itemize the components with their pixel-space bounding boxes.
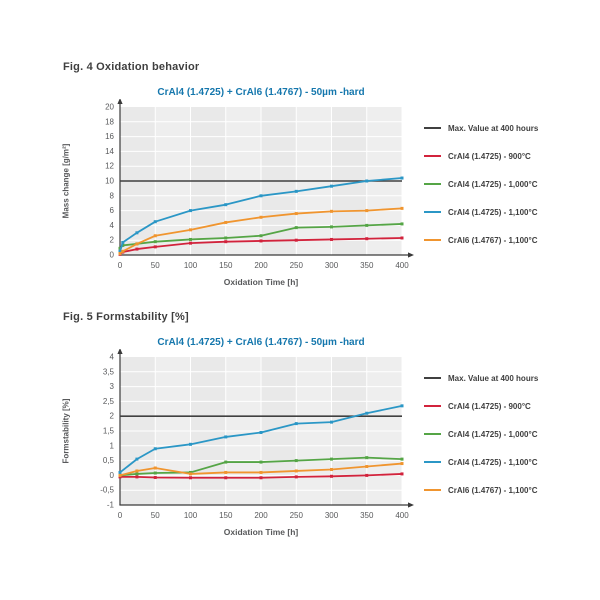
legend-line-swatch (424, 183, 441, 185)
legend-label: CrAl4 (1.4725) - 900°C (448, 401, 531, 411)
legend-line-swatch (424, 127, 441, 129)
fig5-line-chart: 43,532,521,510,50-0,5-10 50 100 150 200 250 30… (100, 349, 414, 520)
y-tick-label: 0 (110, 251, 115, 260)
y-tick-label: 12 (105, 162, 114, 171)
y-tick-label: 1,5 (103, 427, 115, 436)
y-tick-label: 0 (110, 471, 115, 480)
x-tick-label: 300 (325, 511, 339, 520)
legend-line-swatch (424, 461, 441, 463)
legend-line-swatch (424, 155, 441, 157)
y-tick-label: 14 (105, 147, 114, 156)
legend-label: CrAl4 (1.4725) - 1,100°C (448, 207, 538, 217)
y-tick-label: 10 (105, 177, 114, 186)
legend-label: CrAl4 (1.4725) - 1,000°C (448, 179, 538, 189)
legend-item: Max. Value at 400 hours (424, 114, 594, 142)
x-tick-label: 350 (360, 511, 374, 520)
y-tick-label: -0,5 (100, 486, 114, 495)
legend-line-swatch (424, 211, 441, 213)
x-tick-label: 100 (184, 261, 198, 270)
fig5-x-axis-label: Oxidation Time [h] (223, 527, 299, 537)
y-tick-label: 2 (110, 412, 115, 421)
x-tick-label: 300 (325, 261, 339, 270)
legend-item: CrAl4 (1.4725) - 900°C (424, 142, 594, 170)
legend-item: CrAl4 (1.4725) - 900°C (424, 392, 594, 420)
y-tick-label: 4 (110, 221, 115, 230)
fig5-chart-title: CrAl4 (1.4725) + CrAl6 (1.4767) - 50µm -… (157, 337, 365, 348)
legend-item: CrAl4 (1.4725) - 1,000°C (424, 420, 594, 448)
y-tick-label: 6 (110, 206, 115, 215)
x-tick-label: 50 (151, 511, 160, 520)
y-tick-label: -1 (107, 501, 115, 510)
y-tick-label: 4 (110, 353, 115, 362)
x-tick-label: 250 (290, 261, 304, 270)
legend-label: CrAl4 (1.4725) - 900°C (448, 151, 531, 161)
y-tick-label: 20 (105, 103, 114, 112)
x-tick-label: 100 (184, 511, 198, 520)
fig4-chart-title: CrAl4 (1.4725) + CrAl6 (1.4767) - 50µm -… (157, 87, 365, 98)
x-tick-label: 0 (118, 511, 123, 520)
fig5-legend: Max. Value at 400 hours CrAl4 (1.4725) - … (424, 364, 594, 504)
legend-label: Max. Value at 400 hours (448, 373, 539, 383)
x-tick-label: 0 (118, 261, 123, 270)
legend-label: CrAl6 (1.4767) - 1,100°C (448, 485, 538, 495)
legend-line-swatch (424, 433, 441, 435)
legend-label: CrAl6 (1.4767) - 1,100°C (448, 235, 538, 245)
legend-item: CrAl6 (1.4767) - 1,100°C (424, 226, 594, 254)
figure-4-heading: Fig. 4 Oxidation behavior (63, 61, 200, 73)
y-tick-label: 0,5 (103, 456, 115, 465)
y-tick-label: 2 (110, 236, 115, 245)
x-tick-label: 50 (151, 261, 160, 270)
legend-label: CrAl4 (1.4725) - 1,000°C (448, 429, 538, 439)
fig5-y-axis-label: Formstability [%] (61, 398, 71, 464)
legend-label: CrAl4 (1.4725) - 1,100°C (448, 457, 538, 467)
y-tick-label: 8 (110, 191, 115, 200)
x-tick-label: 250 (290, 511, 304, 520)
legend-item: Max. Value at 400 hours (424, 364, 594, 392)
x-tick-label: 150 (219, 261, 233, 270)
legend-line-swatch (424, 489, 441, 491)
y-tick-label: 2,5 (103, 397, 115, 406)
x-tick-label: 350 (360, 261, 374, 270)
x-tick-label: 400 (395, 511, 409, 520)
y-tick-label: 3 (110, 382, 115, 391)
legend-item: CrAl4 (1.4725) - 1,100°C (424, 198, 594, 226)
legend-label: Max. Value at 400 hours (448, 123, 539, 133)
fig4-legend: Max. Value at 400 hours CrAl4 (1.4725) - … (424, 114, 594, 254)
legend-line-swatch (424, 377, 441, 379)
legend-line-swatch (424, 239, 441, 241)
figure-5-heading: Fig. 5 Formstability [%] (63, 311, 189, 323)
x-tick-label: 200 (254, 511, 268, 520)
x-tick-label: 200 (254, 261, 268, 270)
y-tick-label: 18 (105, 117, 114, 126)
legend-item: CrAl6 (1.4767) - 1,100°C (424, 476, 594, 504)
y-tick-label: 3,5 (103, 367, 115, 376)
fig4-y-axis-label: Mass change [g/m²] (61, 143, 71, 219)
y-tick-label: 1 (110, 441, 115, 450)
legend-line-swatch (424, 405, 441, 407)
x-tick-label: 150 (219, 511, 233, 520)
legend-item: CrAl4 (1.4725) - 1,000°C (424, 170, 594, 198)
fig4-x-axis-label: Oxidation Time [h] (223, 277, 299, 287)
legend-item: CrAl4 (1.4725) - 1,100°C (424, 448, 594, 476)
x-tick-label: 400 (395, 261, 409, 270)
y-tick-label: 16 (105, 132, 114, 141)
